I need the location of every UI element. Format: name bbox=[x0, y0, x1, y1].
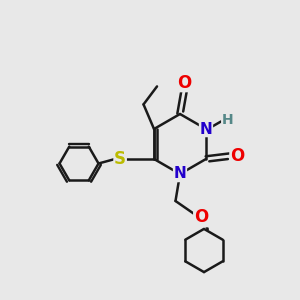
Text: S: S bbox=[114, 150, 126, 168]
Text: N: N bbox=[174, 167, 186, 182]
Text: O: O bbox=[230, 147, 244, 165]
Text: H: H bbox=[222, 113, 233, 127]
Text: O: O bbox=[194, 208, 208, 226]
Text: O: O bbox=[177, 74, 192, 92]
Text: N: N bbox=[200, 122, 212, 136]
